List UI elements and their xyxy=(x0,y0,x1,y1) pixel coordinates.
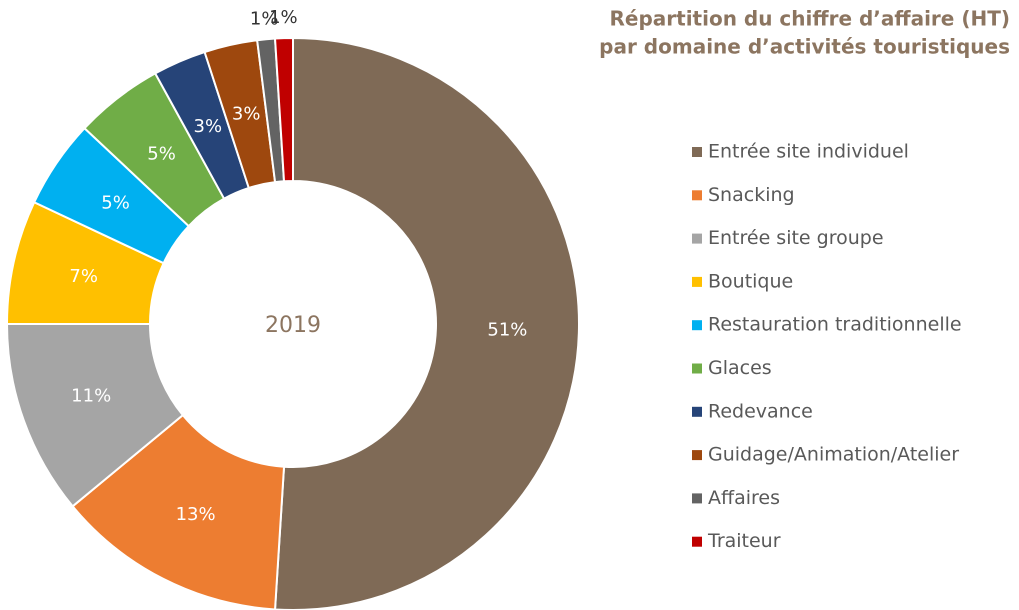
legend-label: Traiteur xyxy=(707,530,781,552)
data-label: 13% xyxy=(176,504,216,525)
legend-swatch xyxy=(692,406,702,417)
legend-label: Affaires xyxy=(708,487,780,509)
legend-swatch xyxy=(692,233,702,244)
data-label: 1% xyxy=(269,7,298,28)
chart-title: Répartition du chiffre d’affaire (HT) xyxy=(610,7,1011,31)
legend-label: Glaces xyxy=(708,357,772,379)
data-label: 51% xyxy=(487,320,527,341)
legend-label: Redevance xyxy=(708,400,813,422)
legend-swatch xyxy=(692,536,702,547)
donut-slice xyxy=(273,36,294,183)
legend-label: Guidage/Animation/Atelier xyxy=(708,444,959,466)
center-label: 2019 xyxy=(265,313,321,338)
legend-swatch xyxy=(692,190,702,201)
data-label: 3% xyxy=(232,104,261,125)
legend-swatch xyxy=(692,276,702,287)
data-label: 11% xyxy=(71,386,111,407)
donut-slice xyxy=(5,323,185,508)
legend-swatch xyxy=(692,363,702,374)
data-label: 7% xyxy=(69,266,98,287)
donut-slice xyxy=(274,36,580,610)
legend-swatch xyxy=(692,493,702,504)
data-label: 3% xyxy=(194,116,223,137)
legend-label: Restauration traditionnelle xyxy=(708,314,962,336)
legend-swatch xyxy=(692,147,702,157)
data-label: 5% xyxy=(147,144,176,165)
legend-label: Entrée site groupe xyxy=(708,227,884,249)
legend-swatch xyxy=(692,320,702,331)
data-label: 1% xyxy=(250,8,279,29)
data-label: 5% xyxy=(101,192,130,213)
legend-label: Snacking xyxy=(708,184,795,206)
chart-title: par domaine d’activités touristiques xyxy=(599,35,1010,59)
legend-label: Boutique xyxy=(708,270,793,292)
legend-label: Entrée site individuel xyxy=(708,141,909,163)
legend-swatch xyxy=(692,450,702,461)
